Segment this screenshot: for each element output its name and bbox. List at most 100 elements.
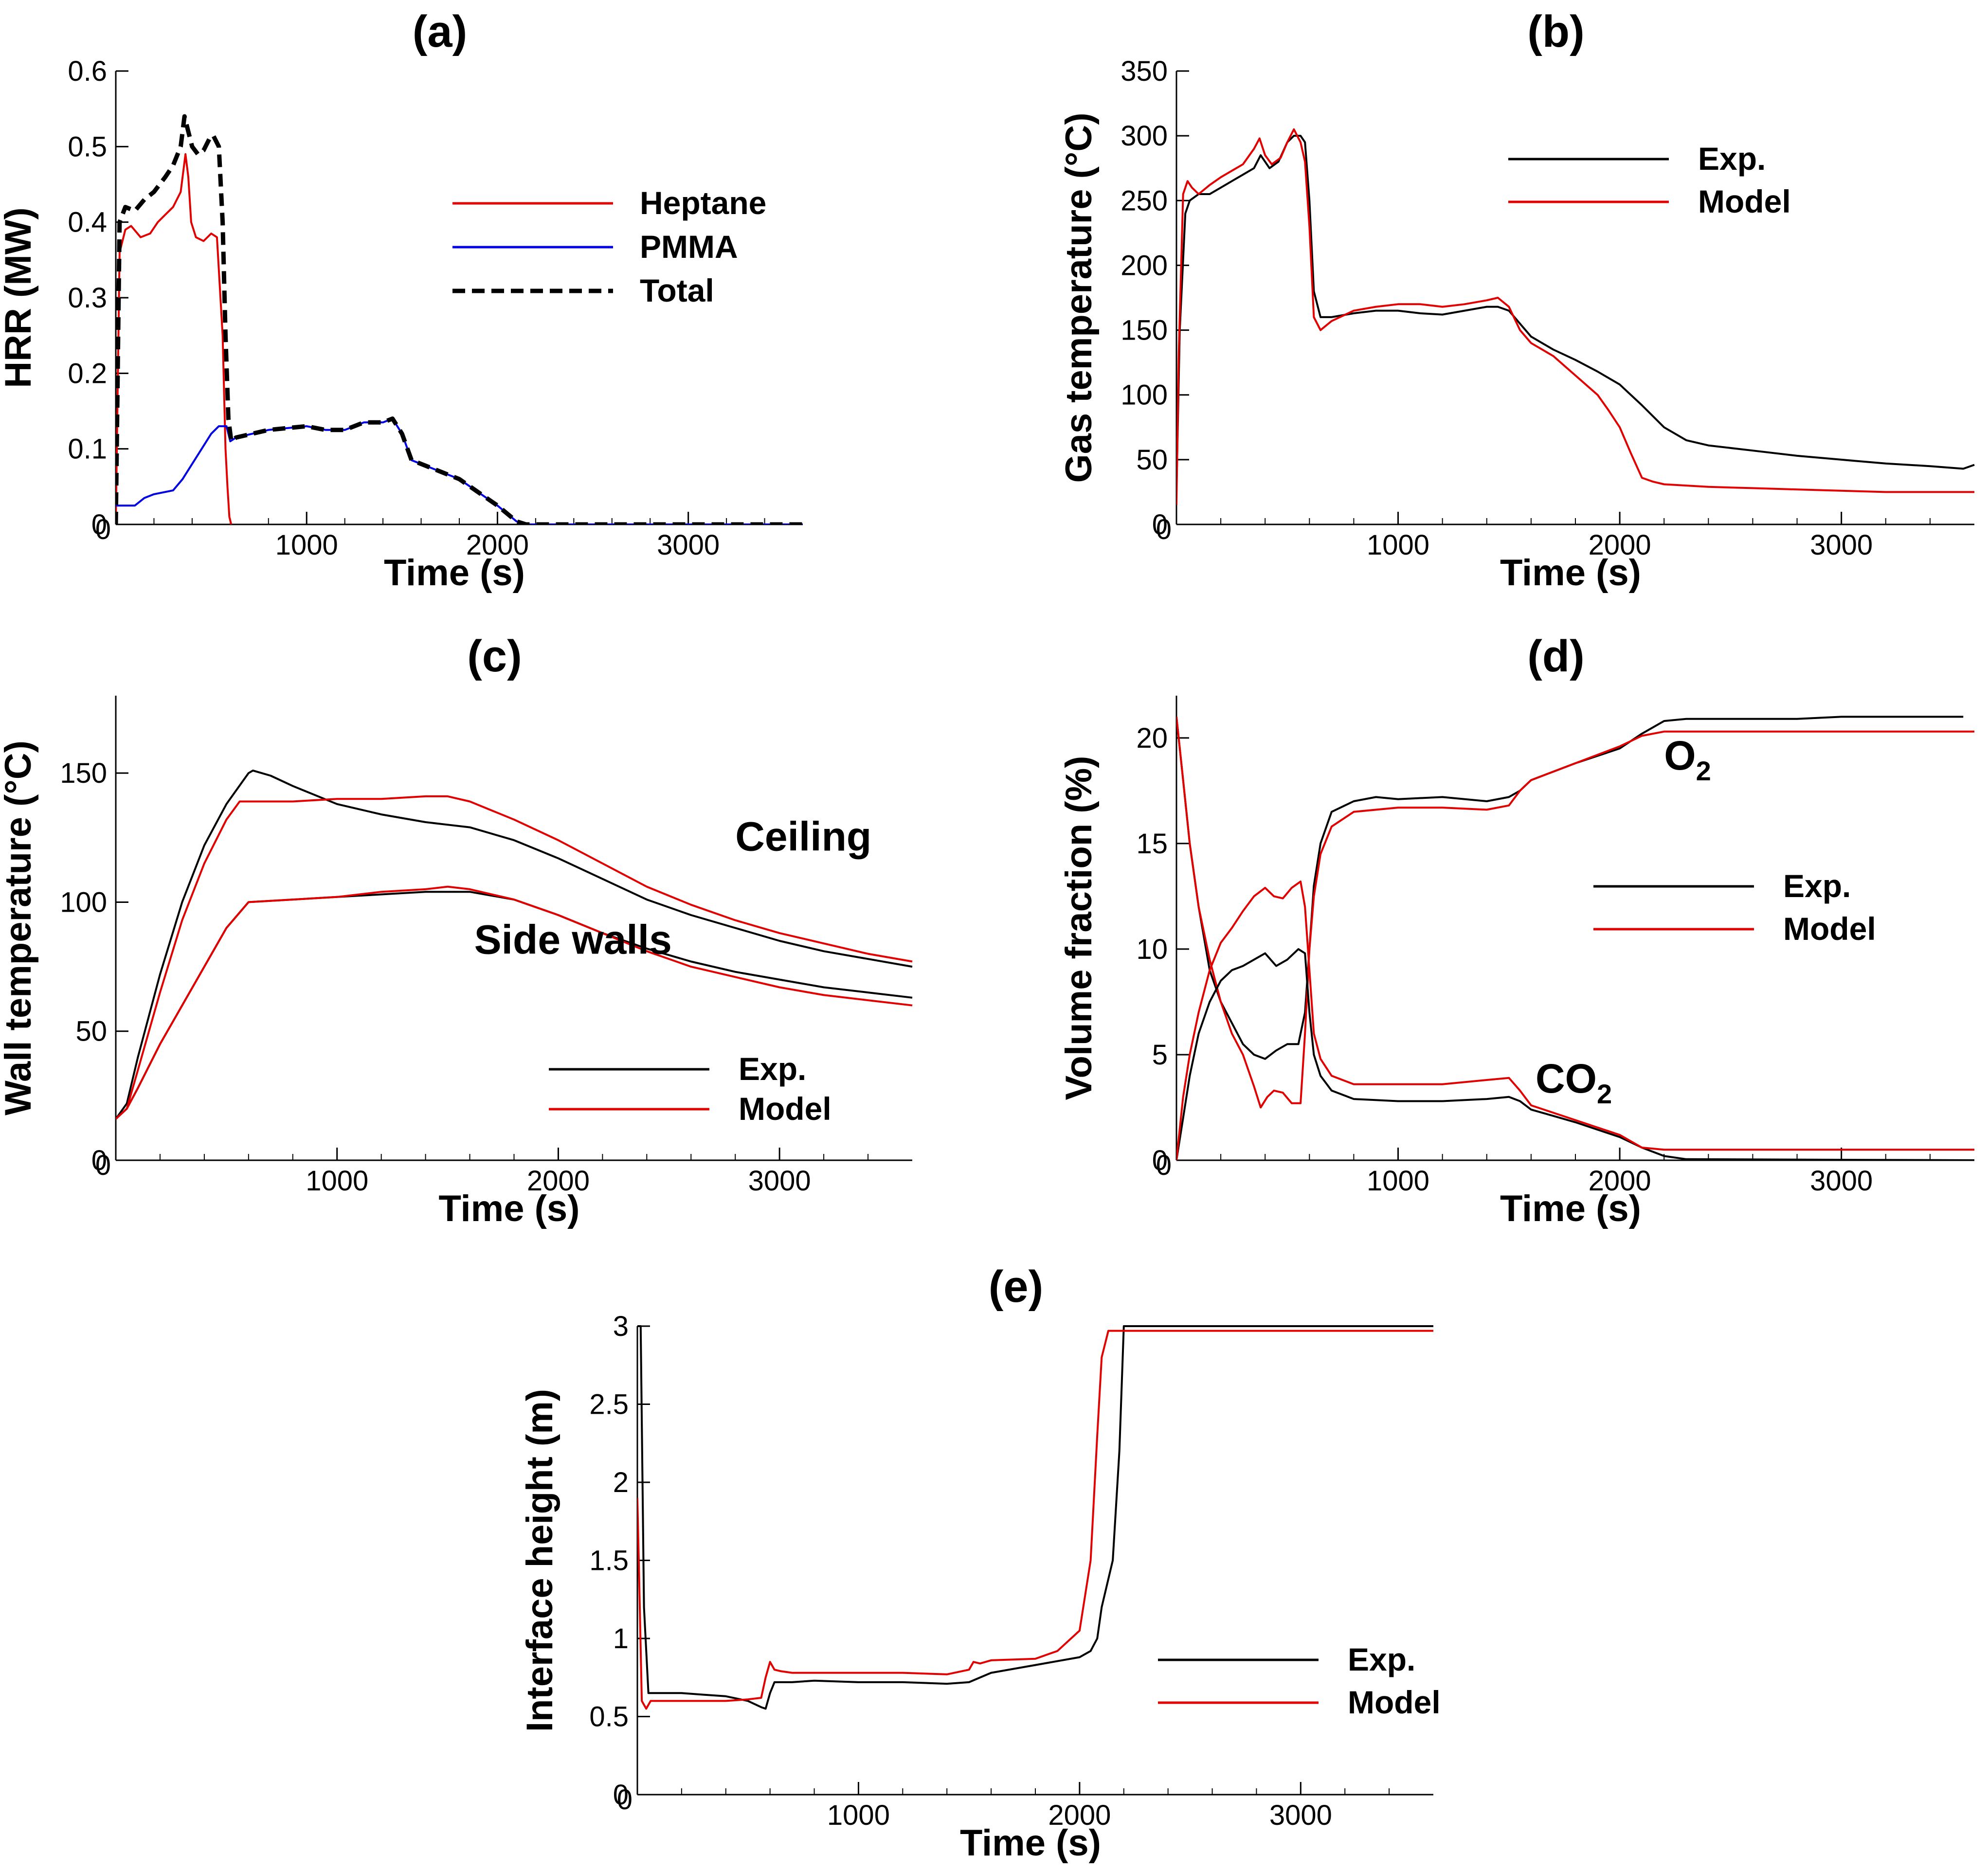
x-tick-label: 1000 — [1367, 529, 1429, 561]
x-tick-label: 1000 — [275, 529, 338, 561]
x-axis-label: Time (s) — [438, 1188, 579, 1229]
y-tick-label: 5 — [1152, 1039, 1168, 1071]
y-tick-label: 100 — [1121, 379, 1168, 411]
y-tick-label: 15 — [1136, 828, 1168, 860]
x-tick-label-origin: 0 — [95, 1150, 111, 1181]
y-axis-label: Interface height (m) — [519, 1389, 560, 1732]
y-tick-label: 0 — [91, 509, 107, 540]
panel-title: (b) — [1527, 7, 1584, 56]
y-tick-label: 10 — [1136, 934, 1168, 965]
legend: Exp. Model — [1508, 141, 1791, 219]
series-line-pmma — [116, 417, 803, 524]
panel-title: (d) — [1527, 631, 1584, 681]
y-tick-label: 0.5 — [589, 1701, 629, 1733]
y-tick-label: 100 — [60, 886, 107, 918]
series-line-model — [1176, 128, 1974, 505]
x-axis-label: Time (s) — [1500, 1188, 1641, 1229]
panel-title: (a) — [413, 7, 467, 56]
legend: Exp. Model — [549, 1051, 831, 1127]
annotation-label: O2 — [1664, 733, 1711, 786]
panel-a: 1000 2000 3000 00 0.1 0.2 0.3 0.4 0.5 0.6 (a) Time … — [0, 7, 803, 594]
x-tick-label: 1000 — [1367, 1165, 1429, 1197]
y-tick-label: 250 — [1121, 185, 1168, 216]
x-tick-label-origin: 0 — [95, 514, 111, 545]
legend-label: Exp. — [1783, 868, 1851, 904]
legend-label: Exp. — [1348, 1641, 1415, 1677]
y-tick-label: 0.6 — [68, 55, 107, 87]
x-tick-label: 1000 — [827, 1799, 890, 1831]
x-axis-label: Time (s) — [384, 552, 525, 594]
x-tick-label-origin: 0 — [617, 1784, 633, 1816]
legend: Exp. Model — [1158, 1641, 1441, 1720]
y-tick-label: 0 — [1152, 509, 1168, 540]
series-line-exp — [637, 1325, 1433, 1710]
panel-b: 1000 2000 3000 00 50 100 150 200 250 300 350 (b) Tim… — [1058, 7, 1975, 594]
x-axis-label: Time (s) — [1500, 552, 1641, 594]
legend-label: PMMA — [640, 229, 738, 265]
y-axis-label: Wall temperature (°C) — [0, 740, 39, 1115]
legend-label: Total — [640, 272, 714, 308]
x-tick-label: 2000 — [466, 529, 529, 561]
series-line-total — [116, 114, 803, 524]
y-tick-label: 50 — [75, 1016, 107, 1047]
series-line-model-ceiling — [116, 795, 913, 1120]
y-tick-label: 0.2 — [68, 358, 107, 389]
series-line-exp-ceiling — [116, 769, 913, 1120]
x-tick-label: 2000 — [1048, 1799, 1111, 1831]
y-tick-label: 50 — [1136, 444, 1168, 476]
series-line-model-side-walls — [116, 885, 913, 1120]
x-tick-label: 3000 — [1810, 529, 1873, 561]
y-tick-label: 150 — [1121, 315, 1168, 346]
series-line-exp — [1176, 135, 1975, 492]
y-tick-label: 2.5 — [589, 1389, 629, 1421]
y-tick-label: 350 — [1121, 55, 1168, 87]
panel-title: (e) — [989, 1262, 1043, 1312]
y-tick-label: 0 — [1152, 1145, 1168, 1176]
series-line-exp-o2 — [1176, 716, 1964, 1060]
y-tick-label: 0.3 — [68, 282, 107, 314]
legend-label: Model — [1348, 1684, 1441, 1720]
x-tick-label: 3000 — [1269, 1799, 1332, 1831]
y-tick-label: 1.5 — [589, 1545, 629, 1577]
x-tick-label: 2000 — [1589, 529, 1651, 561]
series-line-exp-co2 — [1176, 948, 1975, 1160]
legend-label: Model — [1783, 911, 1876, 947]
legend: Exp. Model — [1593, 868, 1876, 947]
y-axis-label: HRR (MW) — [0, 207, 39, 388]
annotation-label: Ceiling — [735, 813, 871, 859]
y-tick-label: 300 — [1121, 120, 1168, 152]
x-tick-label: 3000 — [1810, 1165, 1873, 1197]
x-tick-label: 2000 — [1589, 1165, 1651, 1197]
y-tick-label: 20 — [1136, 722, 1168, 754]
legend-label: Exp. — [739, 1051, 806, 1087]
y-axis-label: Gas temperature (°C) — [1058, 112, 1100, 483]
x-tick-label: 1000 — [306, 1165, 368, 1197]
annotation-label: CO2 — [1536, 1056, 1612, 1109]
x-axis-label: Time (s) — [960, 1822, 1101, 1864]
y-tick-label: 0.5 — [68, 131, 107, 162]
x-tick-label: 2000 — [527, 1165, 590, 1197]
series-line-heptane — [116, 153, 233, 524]
y-tick-label: 1 — [613, 1623, 629, 1655]
panel-title: (c) — [467, 631, 522, 681]
x-tick-label-origin: 0 — [1156, 1150, 1172, 1181]
x-tick-label: 3000 — [748, 1165, 811, 1197]
legend-label: Model — [739, 1091, 831, 1127]
y-tick-label: 0 — [613, 1779, 629, 1811]
legend: Heptane PMMA Total — [452, 185, 766, 308]
y-tick-label: 150 — [60, 757, 107, 789]
y-tick-label: 200 — [1121, 250, 1168, 281]
annotation-label: Side walls — [474, 917, 672, 963]
legend-label: Model — [1698, 183, 1791, 219]
panel-e: 1000 2000 3000 00 0.5 1 1.5 2 2.5 3 (e) Time (s) Int… — [519, 1262, 1441, 1864]
y-tick-label: 0 — [91, 1145, 107, 1176]
y-tick-label: 0.1 — [68, 433, 107, 465]
y-tick-label: 2 — [613, 1467, 629, 1498]
y-tick-label: 0.4 — [68, 207, 107, 238]
y-tick-label: 3 — [613, 1311, 629, 1342]
x-tick-label-origin: 0 — [1156, 514, 1172, 545]
x-tick-label: 3000 — [657, 529, 720, 561]
legend-label: Heptane — [640, 185, 766, 221]
panel-d: 1000 2000 3000 00 5 10 15 20 (d) Time (s) Volume f… — [1058, 631, 1975, 1229]
